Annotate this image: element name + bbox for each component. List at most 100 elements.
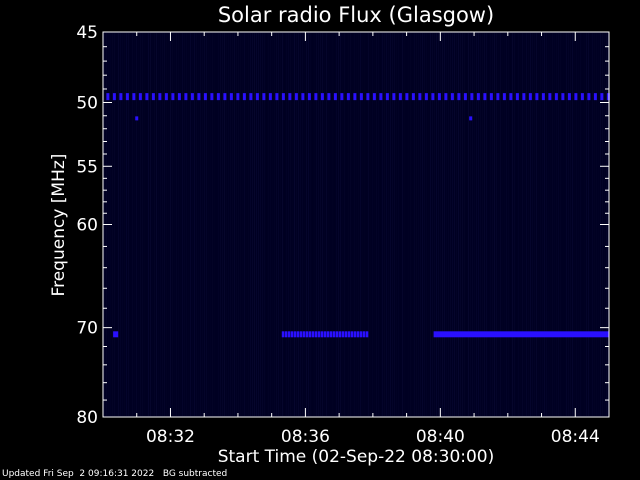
- noise-streak: [458, 33, 459, 416]
- noise-streak: [372, 33, 373, 416]
- band-segment: [509, 93, 513, 101]
- band-segment: [242, 93, 246, 101]
- noise-streak: [386, 33, 387, 416]
- noise-streak: [282, 33, 283, 416]
- noise-streak: [362, 33, 363, 416]
- noise-streak: [580, 33, 581, 416]
- band-segment: [151, 93, 155, 101]
- band-segment: [307, 93, 311, 101]
- band-segment: [463, 93, 467, 101]
- noise-streak: [378, 33, 379, 416]
- noise-streak: [454, 33, 455, 416]
- band-segment: [379, 93, 383, 101]
- noise-streak: [474, 33, 475, 416]
- noise-streak: [450, 33, 451, 416]
- noise-streak: [456, 33, 457, 416]
- noise-streak: [384, 33, 385, 416]
- noise-streak: [460, 33, 461, 416]
- noise-streak: [596, 33, 597, 416]
- band-segment: [411, 93, 415, 101]
- y-tick-label: 60: [76, 216, 98, 236]
- noise-streak: [200, 33, 201, 416]
- noise-streak: [390, 33, 391, 416]
- band-segment: [502, 93, 506, 101]
- band-segment: [350, 331, 354, 338]
- band-segment: [489, 93, 493, 101]
- noise-streak: [114, 33, 115, 416]
- noise-streak: [340, 33, 341, 416]
- noise-streak: [510, 33, 511, 416]
- band-segment: [444, 93, 448, 101]
- signal-features: [106, 93, 610, 338]
- noise-streak: [316, 33, 317, 416]
- band-segment: [335, 331, 339, 338]
- noise-streak: [558, 33, 559, 416]
- band-segment: [190, 93, 194, 101]
- noise-streak: [176, 33, 177, 416]
- noise-streak: [416, 33, 417, 416]
- band-segment: [580, 93, 584, 101]
- y-tick-label: 55: [76, 157, 98, 177]
- y-tick-label: 80: [76, 408, 98, 428]
- band-segment: [340, 93, 344, 101]
- noise-streak: [238, 33, 239, 416]
- noise-streak: [224, 33, 225, 416]
- noise-streak: [186, 33, 187, 416]
- band-segment: [308, 331, 312, 338]
- noise-streak: [202, 33, 203, 416]
- noise-streak: [484, 33, 485, 416]
- signal-dot: [135, 116, 139, 121]
- noise-streak: [536, 33, 537, 416]
- noise-streak: [532, 33, 533, 416]
- noise-streak: [302, 33, 303, 416]
- noise-streak: [116, 33, 117, 416]
- noise-streak: [182, 33, 183, 416]
- noise-streak: [192, 33, 193, 416]
- noise-streak: [280, 33, 281, 416]
- noise-streak: [516, 33, 517, 416]
- band-segment: [470, 93, 474, 101]
- noise-streak: [276, 33, 277, 416]
- noise-streak: [256, 33, 257, 416]
- y-tick-label: 70: [76, 319, 98, 339]
- band-segment: [496, 93, 500, 101]
- noise-streak: [522, 33, 523, 416]
- noise-streak: [398, 33, 399, 416]
- noise-streak: [138, 33, 139, 416]
- noise-streak: [218, 33, 219, 416]
- band-segment: [281, 93, 285, 101]
- noise-streak: [402, 33, 403, 416]
- band-segment: [437, 93, 441, 101]
- band-segment: [561, 93, 565, 101]
- band-segment: [548, 93, 552, 101]
- noise-streak: [594, 33, 595, 416]
- band-segment: [433, 331, 609, 338]
- band-segment: [362, 331, 366, 338]
- noise-streak: [424, 33, 425, 416]
- band-segment: [333, 93, 337, 101]
- band-segment: [132, 93, 136, 101]
- noise-streak: [400, 33, 401, 416]
- noise-streak: [520, 33, 521, 416]
- noise-streak: [290, 33, 291, 416]
- band-segment: [392, 93, 396, 101]
- noise-streak: [260, 33, 261, 416]
- noise-streak: [576, 33, 577, 416]
- band-segment: [405, 93, 409, 101]
- band-segment: [418, 93, 422, 101]
- noise-streak: [230, 33, 231, 416]
- noise-streak: [490, 33, 491, 416]
- noise-streak: [234, 33, 235, 416]
- noise-streak: [142, 33, 143, 416]
- band-segment: [424, 93, 428, 101]
- band-segment: [184, 93, 188, 101]
- noise-streak: [464, 33, 465, 416]
- noise-streak: [370, 33, 371, 416]
- noise-streak: [180, 33, 181, 416]
- background-noise: [104, 33, 609, 416]
- noise-streak: [506, 33, 507, 416]
- noise-streak: [412, 33, 413, 416]
- noise-streak: [236, 33, 237, 416]
- noise-streak: [258, 33, 259, 416]
- band-segment: [398, 93, 402, 101]
